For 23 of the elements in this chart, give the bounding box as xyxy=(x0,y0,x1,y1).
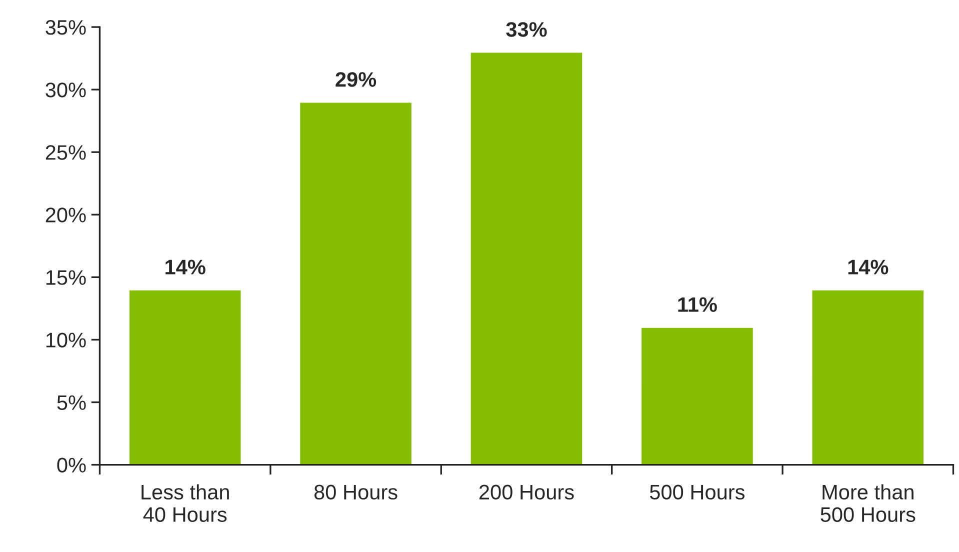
bar xyxy=(810,288,925,465)
y-tick-label: 25% xyxy=(46,145,86,160)
x-tick-label: More than 500 Hours xyxy=(820,484,916,522)
bar xyxy=(298,101,413,465)
data-label: 11% xyxy=(678,297,717,312)
data-label: 33% xyxy=(506,22,547,37)
data-label: 14% xyxy=(848,260,888,274)
y-tick-label: 20% xyxy=(46,208,86,222)
bar xyxy=(128,288,242,465)
x-tick-label: Less than 40 Hours xyxy=(142,484,229,522)
bar xyxy=(640,326,754,465)
bar xyxy=(469,51,584,465)
y-tick-label: 35% xyxy=(46,20,86,35)
x-tick-label: 500 Hours xyxy=(650,484,745,500)
x-tick-label: 200 Hours xyxy=(479,484,574,500)
y-tick-label: 0% xyxy=(57,458,86,473)
y-tick-label: 5% xyxy=(57,395,86,410)
data-label: 14% xyxy=(166,260,206,274)
y-tick-label: 15% xyxy=(46,270,86,285)
y-tick-label: 10% xyxy=(46,332,86,348)
y-tick-label: 30% xyxy=(46,82,86,98)
data-label: 29% xyxy=(336,72,376,87)
x-tick-label: 80 Hours xyxy=(314,484,398,500)
